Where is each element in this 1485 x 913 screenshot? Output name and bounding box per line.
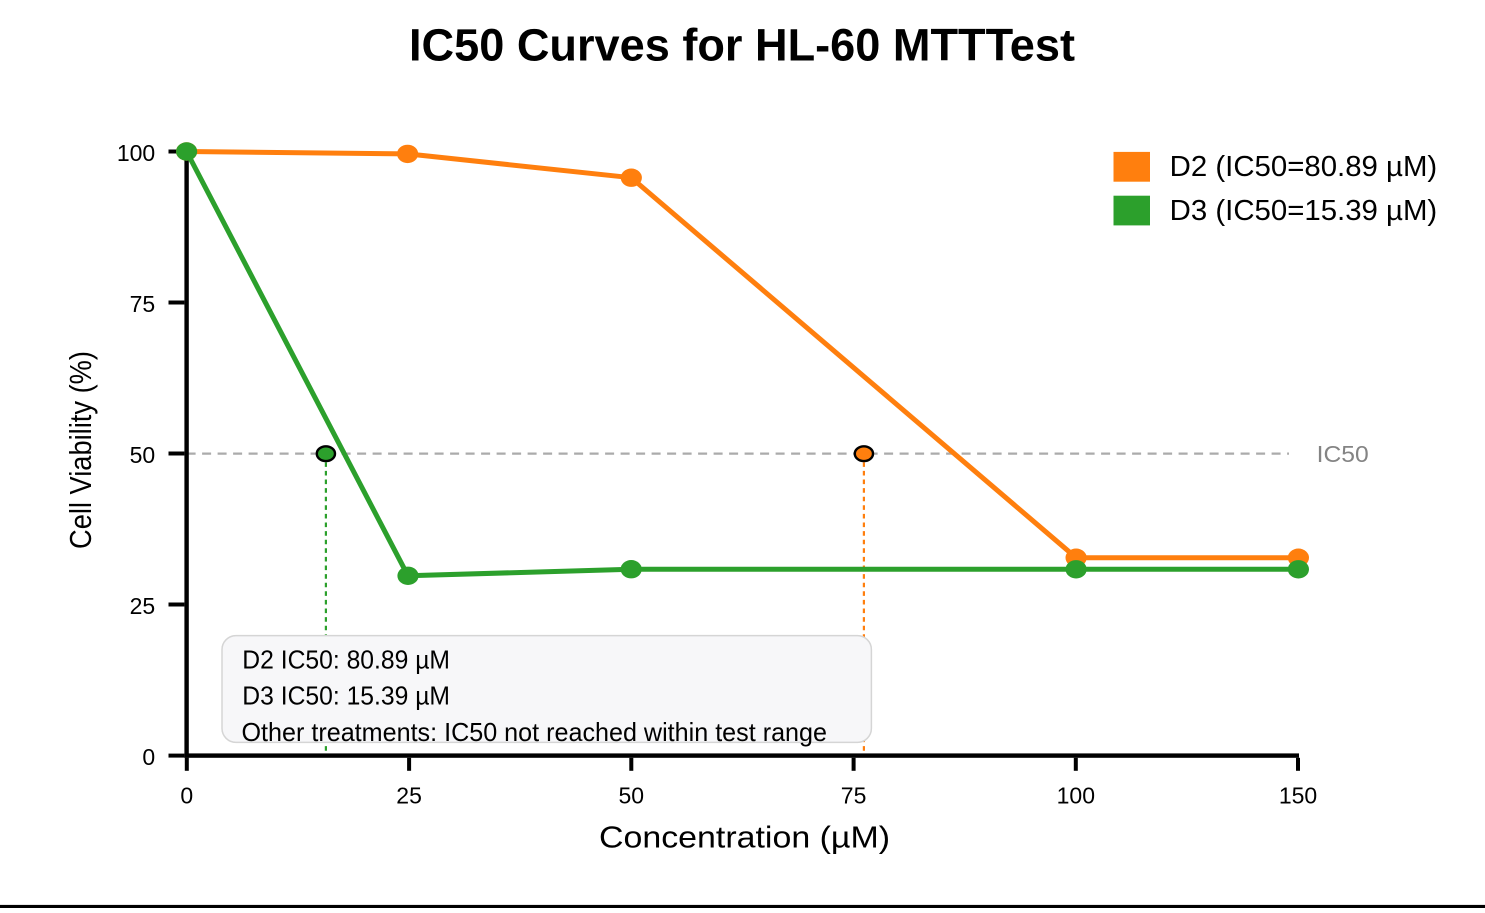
svg-text:75: 75 xyxy=(130,291,156,317)
svg-text:100: 100 xyxy=(117,140,155,166)
svg-text:50: 50 xyxy=(130,442,156,468)
svg-text:IC50 Curves for HL-60 MTTTest: IC50 Curves for HL-60 MTTTest xyxy=(409,20,1075,71)
svg-text:Other treatments: IC50 not rea: Other treatments: IC50 not reached withi… xyxy=(242,717,828,747)
svg-text:150: 150 xyxy=(1279,782,1317,808)
svg-text:D3 IC50: 15.39 µM: D3 IC50: 15.39 µM xyxy=(242,680,450,710)
svg-text:0: 0 xyxy=(180,782,193,808)
svg-text:50: 50 xyxy=(619,782,645,808)
svg-text:100: 100 xyxy=(1057,782,1095,808)
svg-text:D2 IC50: 80.89 µM: D2 IC50: 80.89 µM xyxy=(242,645,450,675)
svg-text:D3 (IC50=15.39 µM): D3 (IC50=15.39 µM) xyxy=(1170,195,1438,227)
svg-text:D2 (IC50=80.89 µM): D2 (IC50=80.89 µM) xyxy=(1170,151,1438,183)
svg-text:0: 0 xyxy=(142,744,155,770)
svg-text:Cell Viability (%): Cell Viability (%) xyxy=(63,351,98,549)
svg-text:25: 25 xyxy=(130,593,156,619)
svg-text:IC50: IC50 xyxy=(1317,441,1369,467)
svg-text:Concentration (µM): Concentration (µM) xyxy=(599,820,890,854)
svg-text:25: 25 xyxy=(396,782,422,808)
svg-text:75: 75 xyxy=(841,782,867,808)
